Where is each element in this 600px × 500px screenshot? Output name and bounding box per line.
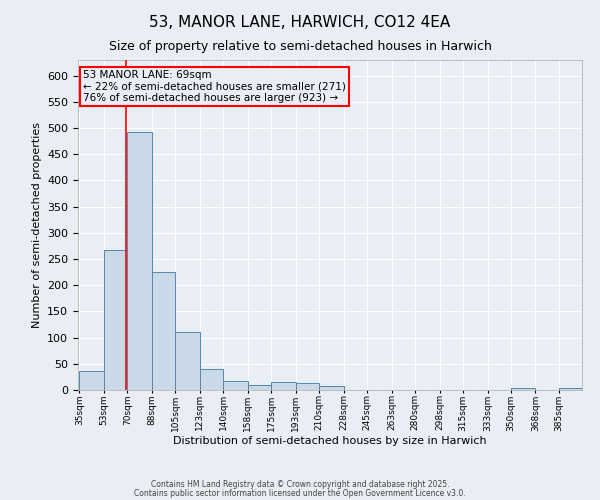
Bar bbox=[296, 382, 319, 390]
Text: 53, MANOR LANE, HARWICH, CO12 4EA: 53, MANOR LANE, HARWICH, CO12 4EA bbox=[149, 15, 451, 30]
Text: Size of property relative to semi-detached houses in Harwich: Size of property relative to semi-detach… bbox=[109, 40, 491, 53]
Bar bbox=[223, 381, 248, 390]
Bar bbox=[200, 369, 223, 390]
Bar bbox=[271, 382, 296, 390]
Text: 53 MANOR LANE: 69sqm
← 22% of semi-detached houses are smaller (271)
76% of semi: 53 MANOR LANE: 69sqm ← 22% of semi-detac… bbox=[83, 70, 346, 103]
Bar bbox=[559, 388, 582, 390]
Text: Contains public sector information licensed under the Open Government Licence v3: Contains public sector information licen… bbox=[134, 488, 466, 498]
Text: Contains HM Land Registry data © Crown copyright and database right 2025.: Contains HM Land Registry data © Crown c… bbox=[151, 480, 449, 489]
Bar bbox=[152, 272, 175, 390]
Bar bbox=[319, 386, 344, 390]
Bar bbox=[248, 385, 271, 390]
Bar bbox=[175, 332, 200, 390]
Bar bbox=[104, 250, 127, 390]
X-axis label: Distribution of semi-detached houses by size in Harwich: Distribution of semi-detached houses by … bbox=[173, 436, 487, 446]
Y-axis label: Number of semi-detached properties: Number of semi-detached properties bbox=[32, 122, 41, 328]
Bar bbox=[79, 370, 104, 390]
Bar bbox=[127, 132, 152, 390]
Bar bbox=[511, 388, 535, 390]
